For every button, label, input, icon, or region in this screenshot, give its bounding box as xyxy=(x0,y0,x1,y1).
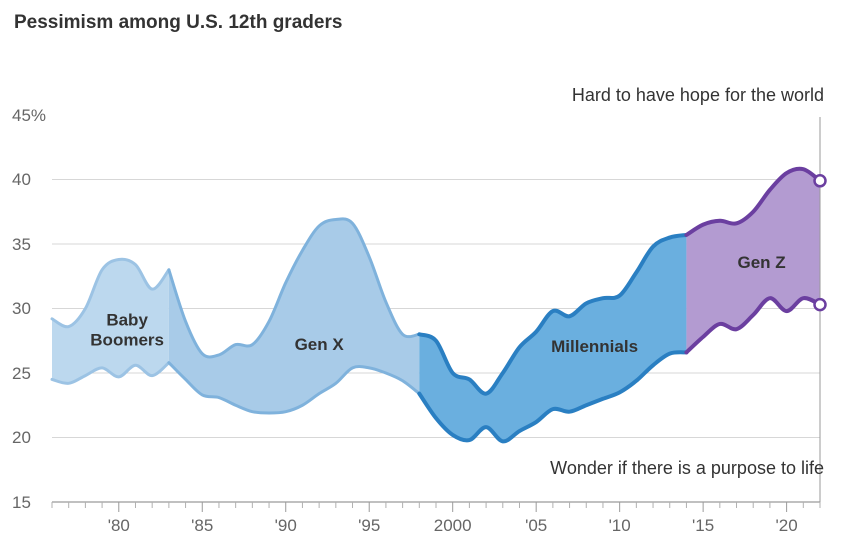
x-tick-label: '85 xyxy=(191,516,213,536)
x-tick-label: '20 xyxy=(776,516,798,536)
x-tick-label: '10 xyxy=(609,516,631,536)
generation-label: Gen X xyxy=(295,335,344,355)
y-tick-label: 45% xyxy=(12,106,46,126)
y-tick-label: 30 xyxy=(12,299,31,319)
y-tick-label: 35 xyxy=(12,235,31,255)
annotation-top: Hard to have hope for the world xyxy=(572,85,824,106)
pessimism-chart: Pessimism among U.S. 12th graders 15 20 25… xyxy=(0,0,848,559)
endpoint-marker xyxy=(815,175,826,186)
generation-band xyxy=(169,219,419,413)
y-tick-label: 20 xyxy=(12,428,31,448)
x-tick-label: 2000 xyxy=(434,516,472,536)
generation-label: Millennials xyxy=(551,337,638,357)
endpoint-marker xyxy=(815,299,826,310)
x-tick-label: '80 xyxy=(108,516,130,536)
generation-label: BabyBoomers xyxy=(90,311,164,350)
annotation-bottom: Wonder if there is a purpose to life xyxy=(550,458,824,479)
y-tick-label: 15 xyxy=(12,493,31,513)
generation-label: Gen Z xyxy=(737,254,785,274)
y-tick-label: 40 xyxy=(12,170,31,190)
x-tick-label: '15 xyxy=(692,516,714,536)
x-tick-label: '95 xyxy=(358,516,380,536)
chart-title: Pessimism among U.S. 12th graders xyxy=(14,12,342,34)
x-tick-label: '05 xyxy=(525,516,547,536)
x-tick-label: '90 xyxy=(275,516,297,536)
y-tick-label: 25 xyxy=(12,364,31,384)
